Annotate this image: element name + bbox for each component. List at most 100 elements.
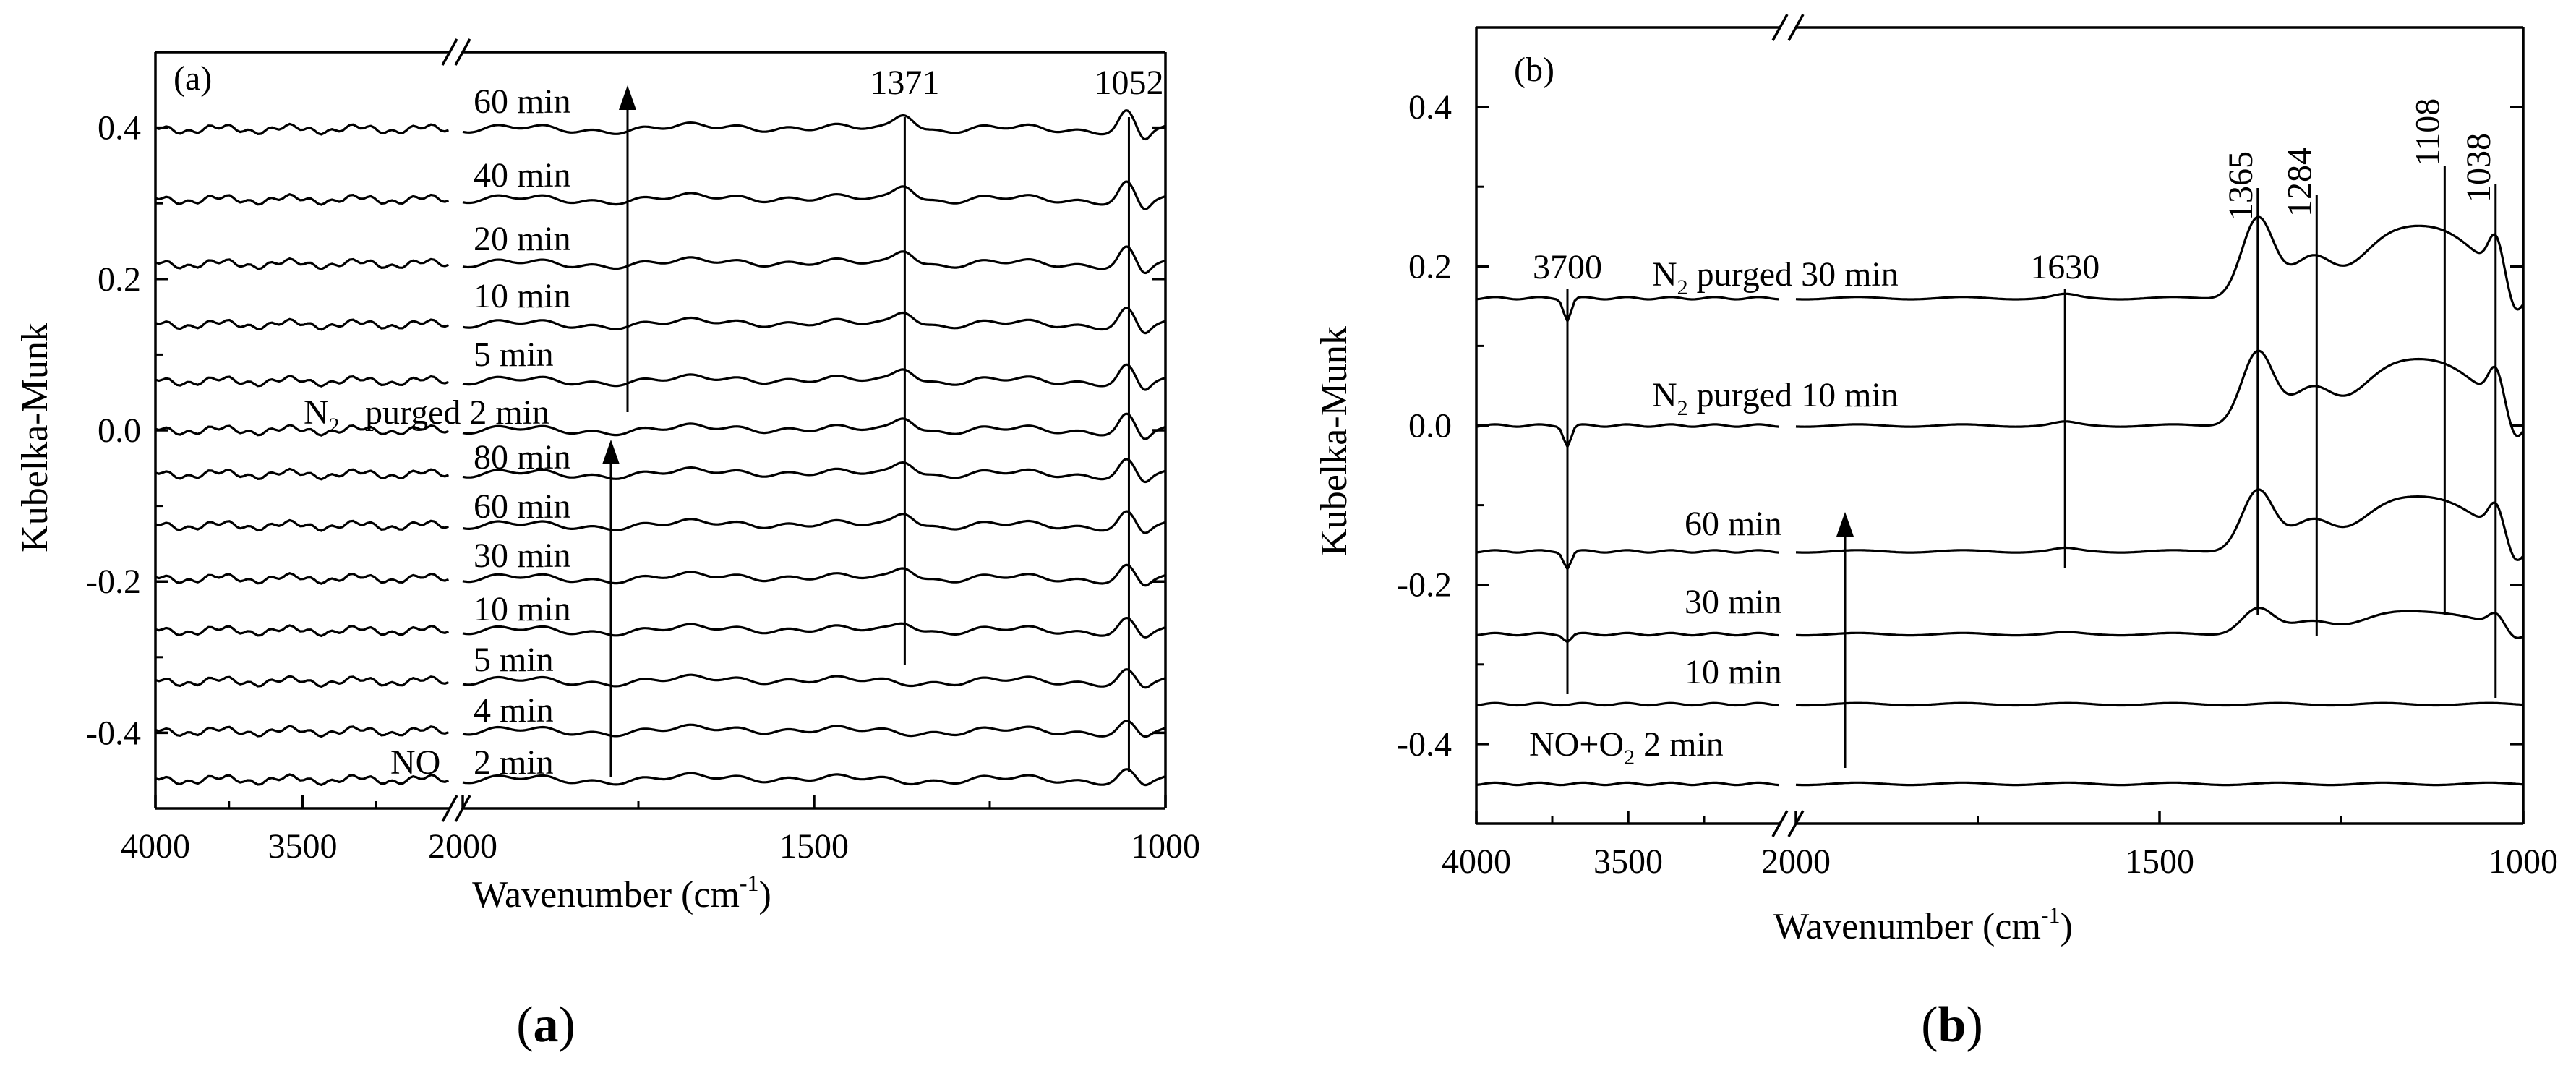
a-traces — [155, 109, 1166, 787]
trace-b-0-hi — [1795, 781, 2524, 787]
axis-break-mark — [441, 795, 458, 822]
trace-a-2-lo — [155, 675, 449, 688]
a-x-axis-label-base: Wavenumber (cm — [472, 874, 740, 915]
trace-b-4-hi — [1795, 349, 2525, 437]
b-arrow-head — [1836, 512, 1854, 537]
x-tick-label: 1000 — [2489, 842, 2558, 881]
x-tick-label: 2000 — [428, 827, 497, 866]
y-tick-label: 0.0 — [1408, 407, 1452, 445]
trace-a-11-lo — [155, 192, 449, 206]
a-trace-labels: NO 2 min 4 min 5 min 10 min 30 min 60 min 80 mi… — [304, 82, 571, 782]
a-arrows — [602, 85, 636, 777]
trace-a-5-lo — [155, 518, 449, 532]
y-tick-label: 0.2 — [1408, 247, 1452, 286]
trace-b-1-hi — [1795, 701, 2524, 707]
trace-a-4-lo — [155, 571, 449, 585]
trace-b-3-hi — [1796, 488, 2525, 562]
b-traces — [1476, 215, 2525, 787]
a-x-axis-label-sup: -1 — [740, 870, 759, 896]
y-tick-label: 0.4 — [98, 109, 141, 148]
x-tick-label: 1000 — [1131, 827, 1200, 866]
y-tick-label: 0.2 — [98, 260, 141, 299]
trace-a-1-lo — [155, 725, 449, 738]
b-trace-prefix-sub: 2 — [1677, 276, 1688, 299]
trace-a-9-hi — [462, 307, 1166, 335]
trace-a-5-hi — [462, 510, 1166, 534]
trace-a-8-lo — [155, 374, 449, 388]
b-x-axis-label-sup: -1 — [2041, 902, 2061, 928]
b-x-axis-label: Wavenumber (cm-1) — [1773, 902, 2073, 947]
y-tick-label: -0.2 — [1397, 566, 1452, 605]
b-trace-prefix-text: N — [1652, 255, 1677, 294]
trace-a-3-hi — [462, 616, 1166, 639]
b-caption: (b) — [1921, 997, 1983, 1053]
trace-b-5-lo — [1476, 296, 1779, 325]
a-trace-prefix-sub: 2 — [329, 414, 340, 437]
y-tick-label: 0.0 — [98, 411, 141, 450]
y-tick-label: 0.4 — [1408, 88, 1452, 127]
a-caption: (a) — [516, 997, 575, 1053]
trace-b-0-lo — [1476, 781, 1779, 787]
a-caption-open: ( — [516, 997, 533, 1053]
b-caption-letter: b — [1938, 997, 1967, 1053]
b-ticks: 0.4 0.2 0.0 -0.2 -0.4 4000 3500 2000 1500 1000 — [1397, 26, 2558, 881]
trace-b-2-hi — [1796, 607, 2524, 639]
x-tick-label: 1500 — [779, 827, 849, 866]
trace-b-5-hi — [1795, 215, 2525, 311]
trace-a-8-hi — [462, 363, 1166, 391]
b-x-axis-label-close: ) — [2061, 906, 2073, 947]
x-tick-label: 3500 — [1593, 842, 1663, 881]
axis-break-mark — [1787, 14, 1805, 41]
a-trace-label: 5 min — [474, 336, 554, 374]
trace-b-3-lo — [1476, 549, 1779, 572]
a-x-axis-label-close: ) — [759, 874, 771, 915]
b-trace-label: N2 purged 10 min — [1652, 376, 1899, 420]
a-trace-label: 4 min — [474, 691, 554, 730]
b-peak-label: 1365 — [2222, 151, 2260, 221]
trace-a-0-hi — [462, 768, 1166, 787]
trace-a-12-lo — [155, 122, 449, 136]
a-arrow-head — [619, 85, 636, 110]
a-caption-close: ) — [559, 997, 575, 1053]
b-trace-prefix-text: NO+O — [1529, 725, 1624, 764]
trace-a-4-hi — [462, 563, 1166, 587]
a-peak-label: 1052 — [1094, 64, 1163, 102]
a-arrow-head — [602, 440, 620, 464]
trace-a-7-hi — [462, 412, 1166, 440]
b-trace-label: 10 min — [1685, 653, 1782, 691]
b-trace-label-text: 2 min — [1643, 725, 1724, 764]
a-trace-label: purged 2 min — [365, 393, 549, 432]
b-arrows — [1836, 512, 1854, 768]
b-trace-label: NO+O2 2 min — [1529, 725, 1724, 769]
b-peak-label: 3700 — [1533, 248, 1602, 286]
b-peak-label: 1108 — [2408, 98, 2447, 166]
axis-break-mark — [441, 38, 458, 66]
trace-a-1-hi — [462, 720, 1166, 738]
y-tick-label: -0.4 — [1397, 725, 1452, 764]
a-trace-label: 40 min — [474, 156, 571, 195]
a-trace-label: 10 min — [474, 590, 571, 628]
trace-b-4-lo — [1476, 423, 1779, 450]
trace-a-3-lo — [155, 624, 449, 638]
a-y-axis-label: Kubelka-Munk — [14, 323, 56, 552]
a-trace-label: 10 min — [474, 277, 571, 315]
x-tick-label: 1500 — [2125, 842, 2194, 881]
trace-a-10-lo — [155, 257, 449, 270]
b-panel-label: (b) — [1514, 51, 1554, 89]
trace-b-1-lo — [1476, 701, 1779, 707]
axis-break-mark — [1771, 14, 1789, 41]
a-x-axis-label: Wavenumber (cm-1) — [472, 870, 771, 915]
b-trace-label: 60 min — [1685, 505, 1782, 543]
a-trace-prefix-text: NO — [390, 743, 440, 782]
a-trace-label: 80 min — [474, 438, 571, 477]
a-trace-label: 60 min — [474, 82, 571, 121]
x-tick-label: 3500 — [268, 827, 338, 866]
b-peak-label: 1284 — [2280, 148, 2319, 217]
trace-a-6-lo — [155, 467, 449, 481]
y-tick-label: -0.2 — [86, 563, 141, 601]
b-caption-open: ( — [1921, 997, 1938, 1053]
x-tick-label: 4000 — [1442, 842, 1511, 881]
panel-a: 1371 1052 0.4 0.2 0.0 -0.2 -0.4 4000 3500 2000 15… — [14, 38, 1200, 1053]
b-trace-prefix-text: N — [1652, 376, 1677, 414]
